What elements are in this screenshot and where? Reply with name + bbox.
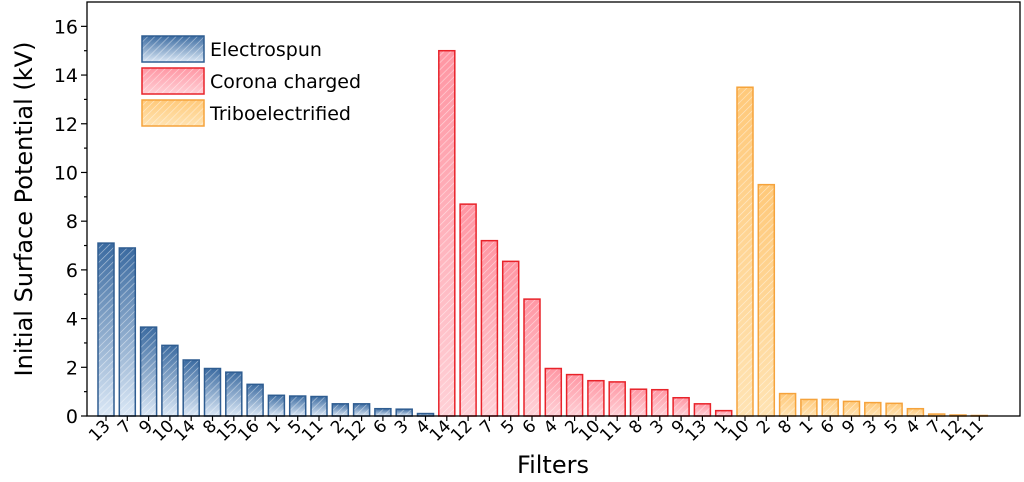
y-tick-label: 8 <box>66 211 78 233</box>
bar <box>225 371 243 417</box>
legend-swatch <box>141 35 205 63</box>
x-tick-label: 4 <box>902 416 924 438</box>
legend-label: Triboelectrified <box>209 103 351 125</box>
bar <box>118 247 137 417</box>
legend-label: Electrospun <box>210 39 322 61</box>
bar <box>544 367 563 417</box>
bar <box>693 403 712 417</box>
y-axis-title: Initial Surface Potential (kV) <box>10 42 38 377</box>
x-tick-label: 7 <box>476 416 498 438</box>
x-tick-label: 11 <box>596 416 625 445</box>
x-tick-label: 11 <box>298 416 327 445</box>
x-tick-label: 13 <box>681 416 710 445</box>
x-tick-label: 1 <box>263 416 285 438</box>
bar <box>672 396 690 417</box>
x-tick-label: 3 <box>647 416 669 438</box>
bar <box>565 373 584 417</box>
bar <box>800 398 818 417</box>
bar <box>906 407 925 417</box>
x-tick-label: 8 <box>625 416 647 438</box>
x-tick-label: 13 <box>85 416 114 445</box>
bar <box>288 395 307 417</box>
x-tick-label: 6 <box>519 416 541 438</box>
bar <box>757 183 776 417</box>
bar <box>778 392 797 417</box>
bar <box>161 344 179 417</box>
bar <box>523 298 541 417</box>
x-tick-label: 2 <box>753 416 775 438</box>
bar <box>736 86 754 417</box>
x-tick-label: 5 <box>881 416 903 438</box>
bars-group <box>97 49 989 417</box>
y-tick-label: 10 <box>54 162 78 184</box>
bar <box>246 383 264 417</box>
legend-swatch <box>141 67 205 95</box>
x-tick-label: 16 <box>234 416 263 445</box>
bar <box>267 394 286 417</box>
x-tick-label: 11 <box>958 416 987 445</box>
y-tick-label: 12 <box>54 114 78 136</box>
bar <box>821 398 839 417</box>
bar <box>651 388 669 417</box>
bar <box>395 408 413 417</box>
y-tick-label: 2 <box>66 357 78 379</box>
x-tick-label: 5 <box>497 416 519 438</box>
bar <box>629 388 648 417</box>
y-tick-label: 6 <box>66 260 78 282</box>
x-tick-label: 6 <box>370 416 392 438</box>
x-axis-title: Filters <box>517 451 589 479</box>
legend: Electrospun Corona charged Triboelectrifie… <box>141 35 361 127</box>
bar <box>97 242 115 417</box>
x-tick-label: 7 <box>114 416 136 438</box>
bar <box>587 379 605 417</box>
bar <box>352 403 371 417</box>
bar <box>459 203 477 417</box>
bar <box>885 402 903 417</box>
y-tick-label: 4 <box>66 309 78 331</box>
bar <box>331 403 350 417</box>
x-tick-label: 9 <box>838 416 860 438</box>
legend-label: Corona charged <box>210 71 361 93</box>
bar <box>842 400 861 417</box>
legend-swatch <box>141 99 205 127</box>
y-tick-label: 16 <box>54 16 78 38</box>
bar <box>203 367 222 417</box>
bar <box>139 326 158 417</box>
bar <box>182 359 200 417</box>
bar <box>438 49 456 417</box>
x-tick-label: 3 <box>860 416 882 438</box>
x-tick-label: 1 <box>796 416 818 438</box>
bar <box>374 407 392 417</box>
x-tick-label: 6 <box>817 416 839 438</box>
x-tick-label: 3 <box>391 416 413 438</box>
x-tick-label: 12 <box>341 416 370 445</box>
bar <box>501 260 520 417</box>
y-axis: 0 2 4 6 8 10 12 14 16 <box>54 16 87 428</box>
y-tick-label: 0 <box>66 406 78 428</box>
bar <box>608 381 626 417</box>
x-tick-label: 12 <box>447 416 476 445</box>
x-tick-label: 8 <box>774 416 796 438</box>
bar <box>714 409 733 417</box>
y-tick-label: 14 <box>54 65 78 87</box>
bar <box>480 239 499 417</box>
plot-frame <box>86 1 1021 417</box>
bar <box>864 401 882 417</box>
x-tick-label: 10 <box>724 416 753 445</box>
bar <box>310 395 328 417</box>
x-tick-label: 4 <box>540 416 562 438</box>
x-tick-label: 14 <box>170 416 199 445</box>
